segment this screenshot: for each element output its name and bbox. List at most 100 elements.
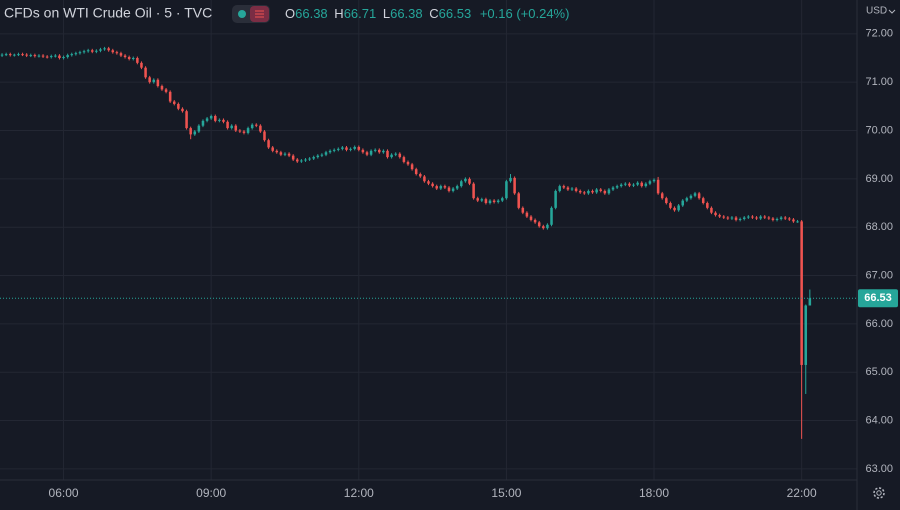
candle-body xyxy=(636,182,639,185)
currency-menu[interactable]: USD xyxy=(866,6,896,17)
candle-body xyxy=(570,188,574,190)
candle-body xyxy=(259,125,262,132)
candle-body xyxy=(201,120,205,126)
candle-body xyxy=(611,187,615,190)
candle-body xyxy=(33,55,37,57)
candle-body xyxy=(168,91,172,102)
candle-body xyxy=(283,153,287,155)
candle-body xyxy=(74,53,78,55)
candle-body xyxy=(619,184,623,187)
y-tick-label: 69.00 xyxy=(865,173,893,185)
candle-body xyxy=(29,55,33,57)
dropdown-arrow xyxy=(888,9,896,14)
candle-body xyxy=(304,159,307,161)
candle-body xyxy=(369,150,373,155)
ohlc-value: 66.38 xyxy=(390,6,423,21)
candle-body xyxy=(656,179,660,194)
candle-body xyxy=(464,178,467,182)
candle-body xyxy=(480,199,484,201)
ohlc-value: 66.53 xyxy=(439,6,472,21)
y-tick-label: 68.00 xyxy=(865,221,893,233)
candle-body xyxy=(730,217,734,219)
y-tick-label: 65.00 xyxy=(865,366,893,378)
candle-body xyxy=(119,53,123,56)
candle-body xyxy=(460,181,463,187)
candle-body xyxy=(804,305,808,365)
candle-body xyxy=(546,224,549,229)
candle-body xyxy=(181,108,184,112)
candle-body xyxy=(726,217,730,219)
candle-body xyxy=(447,187,451,191)
candle-body xyxy=(632,184,635,186)
candle-body xyxy=(222,119,225,122)
candle-body xyxy=(345,147,348,150)
candle-body xyxy=(152,79,156,83)
candle-body xyxy=(783,217,787,219)
candle-body xyxy=(681,200,685,206)
candle-body xyxy=(296,159,299,162)
candle-body xyxy=(488,200,492,204)
candle-body xyxy=(685,198,689,201)
candle-body xyxy=(660,193,664,199)
candle-body xyxy=(722,216,726,218)
candle-body xyxy=(49,56,53,58)
candle-body xyxy=(665,198,668,204)
candle-body xyxy=(423,176,426,182)
last-price-label: 66.53 xyxy=(864,292,892,304)
candle-body xyxy=(271,147,274,151)
candle-body xyxy=(742,217,746,219)
candle-body xyxy=(386,150,389,158)
candle-body xyxy=(406,161,410,165)
candle-body xyxy=(324,152,328,155)
candle-body xyxy=(300,160,303,162)
candle-body xyxy=(796,221,799,223)
candle-body xyxy=(242,131,246,133)
last-price-badge xyxy=(858,289,898,308)
x-tick-label: 18:00 xyxy=(639,486,669,500)
currency[interactable]: USD xyxy=(866,6,887,17)
candle-body xyxy=(287,153,291,156)
candle-body xyxy=(8,54,12,56)
candle-body xyxy=(378,149,381,153)
candle-body xyxy=(185,111,188,129)
gear xyxy=(873,487,885,499)
candle-body xyxy=(25,54,28,56)
candle-body xyxy=(308,158,311,160)
candle-body xyxy=(316,155,320,158)
candle-body xyxy=(255,124,258,126)
y-tick-label: 70.00 xyxy=(865,124,893,136)
candle-body xyxy=(349,148,352,150)
y-tick-label: 67.00 xyxy=(865,269,893,281)
candle-body xyxy=(542,226,545,229)
candle-body xyxy=(4,54,8,56)
candle-body xyxy=(328,150,332,153)
candle-body xyxy=(697,193,701,199)
candle-body xyxy=(714,212,717,216)
candle-body xyxy=(468,178,471,184)
ohlc-label: L xyxy=(383,6,390,21)
candle-body xyxy=(140,62,143,68)
candle-body xyxy=(431,183,434,187)
candle-body xyxy=(550,207,553,225)
candle-body xyxy=(332,149,336,151)
candle-body xyxy=(455,186,459,189)
ohlc-value: 66.71 xyxy=(344,6,377,21)
candle-body xyxy=(587,190,590,194)
candle-body xyxy=(214,116,217,121)
visibility-toggle[interactable] xyxy=(232,5,270,23)
candle-body xyxy=(419,174,422,177)
candle-body xyxy=(193,131,197,135)
candle-body xyxy=(353,146,356,149)
candle-body xyxy=(58,55,61,59)
candle-body xyxy=(771,218,775,220)
candle-body xyxy=(390,154,393,158)
candle-body xyxy=(21,54,24,56)
settings-button[interactable] xyxy=(873,487,885,499)
candle-body xyxy=(689,195,693,199)
candle-body xyxy=(86,50,90,52)
candle-body xyxy=(382,150,385,153)
candle-body xyxy=(693,193,697,196)
candle-body xyxy=(410,164,414,170)
candle-body xyxy=(788,218,791,220)
